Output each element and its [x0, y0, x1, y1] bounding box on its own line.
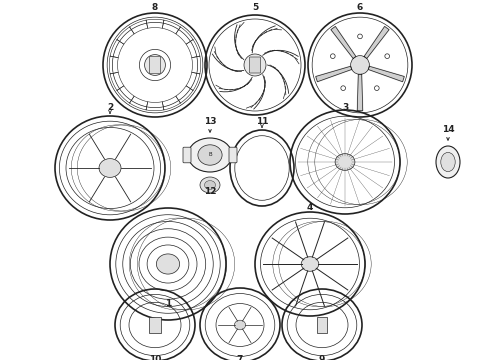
Text: 3: 3	[342, 104, 348, 112]
Circle shape	[358, 34, 362, 39]
Text: 9: 9	[319, 356, 325, 360]
Polygon shape	[331, 26, 356, 59]
Ellipse shape	[145, 55, 166, 75]
Ellipse shape	[200, 177, 220, 193]
Polygon shape	[364, 26, 389, 59]
FancyBboxPatch shape	[229, 147, 237, 163]
Text: 7: 7	[237, 356, 243, 360]
Circle shape	[330, 54, 335, 59]
Polygon shape	[368, 66, 404, 82]
FancyBboxPatch shape	[183, 147, 191, 163]
Text: 8: 8	[152, 4, 158, 13]
Ellipse shape	[335, 154, 355, 170]
Text: 14: 14	[441, 126, 454, 135]
Ellipse shape	[198, 145, 222, 165]
Ellipse shape	[436, 146, 460, 178]
FancyBboxPatch shape	[149, 57, 161, 73]
Ellipse shape	[99, 159, 121, 177]
Text: 2: 2	[107, 104, 113, 112]
Polygon shape	[357, 74, 363, 111]
Ellipse shape	[301, 257, 319, 271]
Ellipse shape	[441, 152, 455, 172]
Text: B: B	[208, 153, 212, 158]
Polygon shape	[316, 66, 352, 82]
Ellipse shape	[351, 56, 369, 75]
Ellipse shape	[156, 254, 180, 274]
Text: 11: 11	[256, 117, 268, 126]
Circle shape	[341, 86, 345, 90]
Text: 1: 1	[165, 298, 171, 307]
Text: 5: 5	[252, 4, 258, 13]
Text: 13: 13	[204, 117, 216, 126]
FancyBboxPatch shape	[249, 57, 261, 73]
Ellipse shape	[204, 181, 216, 189]
Ellipse shape	[188, 138, 232, 172]
Bar	[149, 317, 161, 333]
Text: 6: 6	[357, 4, 363, 13]
Circle shape	[374, 86, 379, 90]
Text: 10: 10	[149, 356, 161, 360]
Ellipse shape	[244, 54, 266, 76]
Circle shape	[385, 54, 390, 59]
Ellipse shape	[234, 320, 245, 330]
Text: 12: 12	[204, 188, 216, 197]
Bar	[317, 318, 327, 333]
Text: 4: 4	[307, 203, 313, 212]
